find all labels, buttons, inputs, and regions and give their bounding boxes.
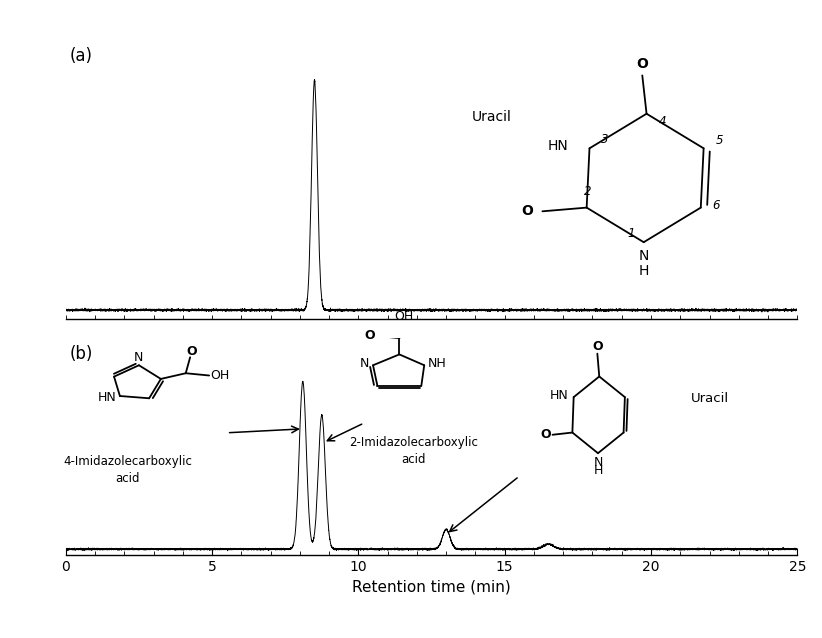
Text: (a): (a) (69, 47, 92, 64)
Text: Uracil: Uracil (472, 110, 511, 124)
Text: (b): (b) (69, 345, 93, 362)
Text: 2-Imidazolecarboxylic
acid: 2-Imidazolecarboxylic acid (349, 436, 478, 466)
Text: Uracil: Uracil (691, 392, 729, 405)
X-axis label: Retention time (min): Retention time (min) (352, 579, 511, 595)
Text: 4-Imidazolecarboxylic
acid: 4-Imidazolecarboxylic acid (63, 456, 192, 486)
